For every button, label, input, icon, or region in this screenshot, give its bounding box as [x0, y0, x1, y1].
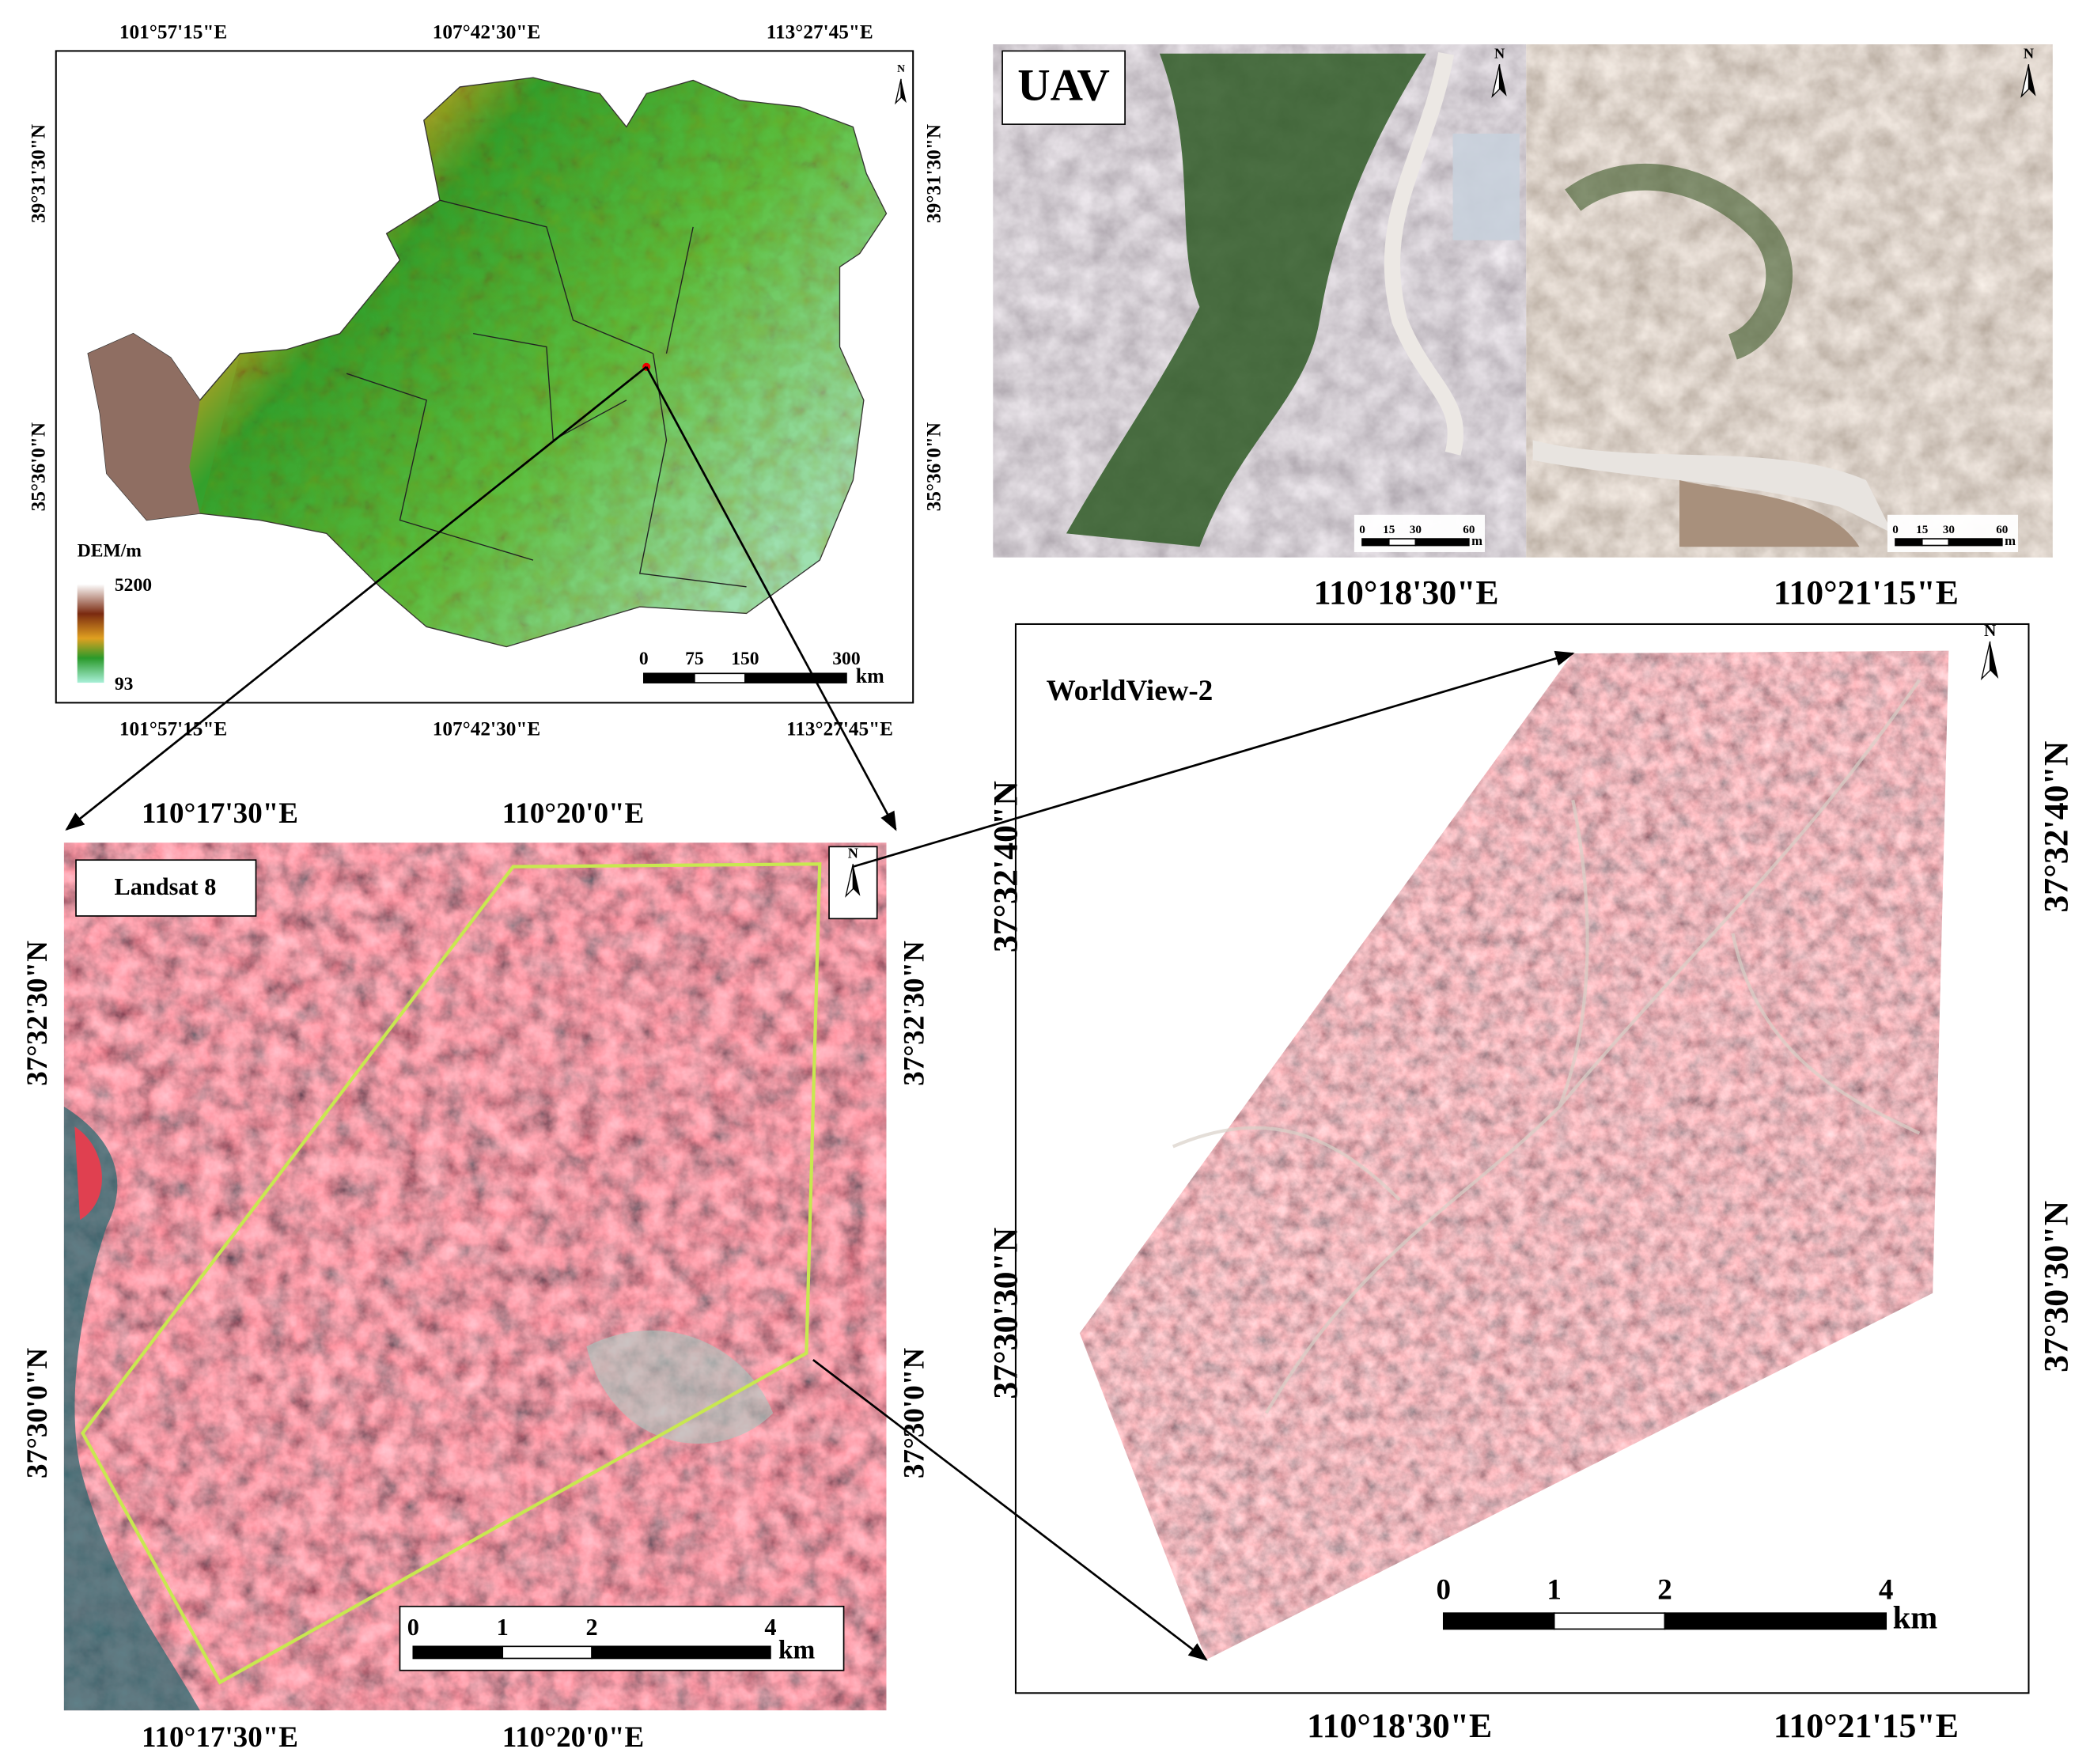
scale-bar-unit: km: [1893, 1600, 1938, 1636]
scale-bar-label: 1: [497, 1614, 509, 1641]
legend-title: DEM/m: [78, 540, 142, 561]
coordinate-label: 110°21'15"E: [1774, 574, 1959, 612]
scale-bar-segment: [694, 672, 746, 683]
north-arrow-shape: [853, 864, 861, 896]
scale-bar-segment: [1921, 538, 1950, 547]
labels: 101°57'15"E 107°42'30"E 113°27'45"E 101°57'…: [21, 21, 2075, 1753]
coordinate-label: 113°27'45"E: [767, 21, 873, 43]
north-arrow-shape: [2020, 64, 2030, 98]
coordinate-label: 101°57'15"E: [119, 21, 227, 43]
worldview-panel: N: [1014, 621, 2030, 1694]
scale-bar-label: 0: [1892, 523, 1899, 536]
scale-bar-label: 150: [731, 649, 759, 669]
north-arrow-shape: [1499, 64, 1507, 97]
north-arrow-shape: [2028, 64, 2036, 97]
coordinate-label: 110°21'15"E: [1774, 1707, 1959, 1745]
scale-bar-label: 300: [832, 649, 860, 669]
coordinate-label: 110°20'0"E: [502, 1721, 644, 1754]
scale-bar-segment: [744, 672, 847, 683]
scale-bar-segment: [412, 1645, 504, 1660]
coordinate-label: 37°30'30"N: [2037, 1201, 2075, 1372]
scale-bar-label: 2: [586, 1614, 598, 1641]
coordinate-label: 39°31'30"N: [923, 124, 945, 223]
north-label: N: [1494, 46, 1505, 62]
panel-title: UAV: [1017, 60, 1110, 110]
north-arrow: N: [895, 62, 907, 105]
panel-title: WorldView-2: [1047, 675, 1213, 707]
coordinate-label: 37°30'0"N: [21, 1348, 54, 1478]
north-arrow: N: [1980, 621, 1999, 681]
north-arrow-shape: [895, 78, 902, 105]
panel-title: Landsat 8: [114, 873, 216, 900]
uav-panel: N N: [993, 44, 2053, 558]
coordinate-label: 35°36'0"N: [27, 422, 49, 512]
scale-bar-label: 30: [1410, 523, 1422, 536]
coordinate-label: 110°18'30"E: [1307, 1707, 1492, 1745]
scale-bar-label: 0: [639, 649, 649, 669]
coordinate-label: 37°30'0"N: [899, 1348, 931, 1478]
coordinate-label: 37°30'30"N: [987, 1227, 1025, 1399]
legend-label: 93: [115, 674, 134, 695]
coordinate-label: 107°42'30"E: [433, 21, 540, 43]
legend-label: 5200: [115, 575, 152, 596]
scale-bar-segment: [1442, 1612, 1555, 1630]
coordinate-label: 35°36'0"N: [923, 422, 945, 512]
scale-bar-label: 30: [1943, 523, 1955, 536]
north-arrow-shape: [1980, 641, 1991, 681]
scale-bar-segment: [1664, 1612, 1887, 1630]
north-label: N: [1984, 621, 1997, 640]
coordinate-label: 110°18'30"E: [1314, 574, 1499, 612]
scale-bar-label: 75: [685, 649, 704, 669]
scale-bar-unit: m: [1471, 533, 1482, 548]
scale-bar-label: 2: [1657, 1574, 1672, 1607]
scale-bar-segment: [1414, 538, 1470, 547]
north-arrow-shape: [1990, 641, 1999, 679]
coordinate-label: 107°42'30"E: [433, 718, 540, 740]
scale-bar-segment: [502, 1645, 593, 1660]
scale-bar-segment: [591, 1645, 771, 1660]
north-arrow: N: [1491, 46, 1507, 98]
scale-bar-unit: km: [856, 664, 884, 687]
dem-panel: N: [55, 50, 914, 704]
coordinate-label: 101°57'15"E: [119, 718, 227, 740]
scale-bar-segment: [1553, 1612, 1666, 1630]
scale-bar-label: 4: [764, 1614, 776, 1641]
coordinate-label: 113°27'45"E: [786, 718, 893, 740]
north-label: N: [2024, 46, 2034, 62]
north-arrow: N: [2020, 46, 2036, 98]
coordinate-label: 110°17'30"E: [142, 797, 298, 830]
coordinate-label: 39°31'30"N: [27, 124, 49, 223]
north-label: N: [897, 62, 905, 74]
coordinate-label: 37°32'40"N: [987, 781, 1025, 952]
coordinate-label: 37°32'40"N: [2037, 740, 2075, 912]
scale-bar-segment: [1948, 538, 2003, 547]
coordinate-label: 110°20'0"E: [502, 797, 644, 830]
scale-bar-label: 0: [1437, 1574, 1452, 1607]
coordinate-label: 110°17'30"E: [142, 1721, 298, 1754]
scale-bar-segment: [1388, 538, 1417, 547]
scale-bar-unit: km: [778, 1636, 816, 1665]
scale-bar-segment: [1361, 538, 1390, 547]
scale-bar-label: 0: [1359, 523, 1365, 536]
north-arrow-shape: [1491, 64, 1501, 98]
scale-bar-label: 60: [1463, 523, 1475, 536]
scale-bar-unit: m: [2005, 533, 2016, 548]
coordinate-label: 37°32'30"N: [21, 941, 54, 1086]
scale-bar-label: 15: [1916, 523, 1929, 536]
landsat-panel: N: [63, 842, 887, 1711]
scale-bar-label: 0: [407, 1614, 419, 1641]
coordinate-label: 37°32'30"N: [899, 941, 931, 1086]
scale-bar-label: 15: [1383, 523, 1395, 536]
north-label: N: [848, 846, 858, 861]
north-arrow-shape: [845, 864, 854, 898]
north-arrow: N: [845, 846, 861, 898]
scale-bar-label: 60: [1996, 523, 2008, 536]
arrows: [65, 365, 1575, 1661]
scale-bar-segment: [642, 672, 695, 683]
scale-bar-label: 1: [1547, 1574, 1562, 1607]
scale-bar-label: 4: [1879, 1574, 1894, 1607]
scale-bar-segment: [1895, 538, 1923, 547]
